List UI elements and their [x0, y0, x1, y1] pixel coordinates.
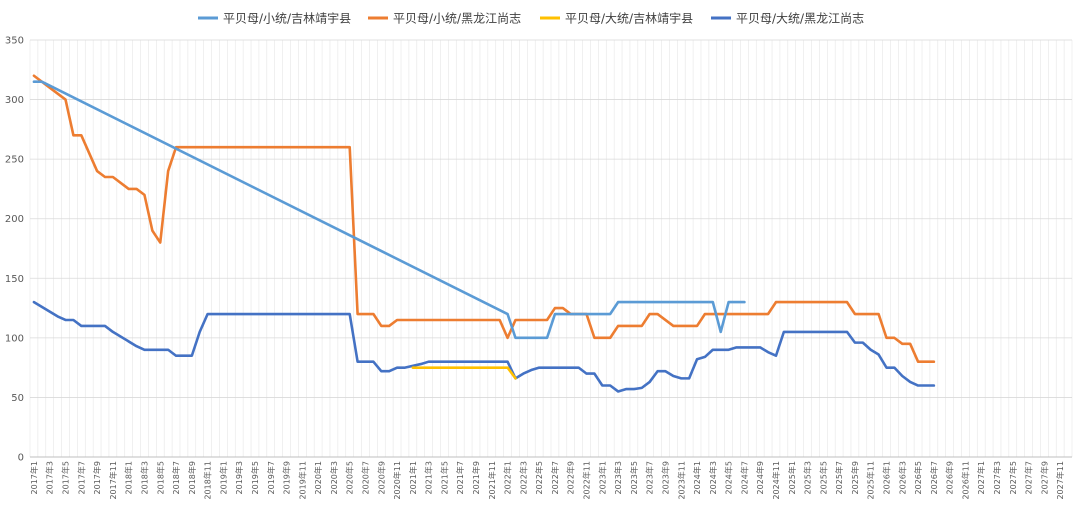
x-tick-label: 2023年5 [629, 461, 639, 494]
legend: 平贝母/小统/吉林靖宇县 平贝母/小统/黑龙江尚志 平贝母/大统/吉林靖宇县 平贝母/… [198, 12, 864, 26]
x-tick-label: 2019年1 [218, 461, 228, 494]
x-tick-label: 2021年5 [439, 461, 449, 494]
x-tick-label: 2024年11 [771, 461, 781, 500]
x-tick-label: 2025年11 [866, 461, 876, 500]
x-tick-label: 2020年9 [376, 461, 386, 494]
x-tick-label: 2026年3 [897, 461, 907, 494]
x-tick-label: 2025年1 [787, 461, 797, 494]
x-tick-label: 2020年3 [329, 461, 339, 494]
x-tick-label: 2019年11 [297, 461, 307, 500]
x-tick-label: 2018年11 [203, 461, 213, 500]
x-tick-label: 2020年5 [345, 461, 355, 494]
x-tick-label: 2026年7 [929, 461, 939, 494]
x-tick-label: 2024年9 [755, 461, 765, 494]
x-tick-label: 2026年5 [913, 461, 923, 494]
legend-label: 平贝母/小统/黑龙江尚志 [393, 12, 521, 26]
x-tick-label: 2020年1 [313, 461, 323, 494]
x-tick-label: 2018年3 [139, 461, 149, 494]
x-tick-label: 2024年1 [692, 461, 702, 494]
x-tick-label: 2024年3 [708, 461, 718, 494]
x-tick-label: 2020年7 [360, 461, 370, 494]
x-tick-label: 2017年5 [61, 461, 71, 494]
gridlines [29, 39, 1073, 458]
y-tick-label: 300 [5, 95, 24, 106]
x-tick-label: 2025年7 [834, 461, 844, 494]
x-tick-label: 2026年9 [945, 461, 955, 494]
x-tick-label: 2017年11 [108, 461, 118, 500]
x-tick-label: 2021年1 [408, 461, 418, 494]
x-tick-label: 2027年5 [1008, 461, 1018, 494]
x-tick-label: 2027年7 [1024, 461, 1034, 494]
x-tick-label: 2019年5 [250, 461, 260, 494]
x-tick-label: 2021年7 [455, 461, 465, 494]
x-tick-label: 2019年9 [282, 461, 292, 494]
x-tick-label: 2024年5 [724, 461, 734, 494]
x-tick-label: 2025年5 [818, 461, 828, 494]
x-tick-label: 2019年3 [234, 461, 244, 494]
x-tick-label: 2026年1 [881, 461, 891, 494]
x-tick-label: 2027年9 [1039, 461, 1049, 494]
y-tick-label: 0 [18, 453, 24, 464]
x-tick-label: 2023年3 [613, 461, 623, 494]
x-tick-label: 2021年9 [471, 461, 481, 494]
legend-label: 平贝母/大统/黑龙江尚志 [736, 12, 864, 26]
y-tick-label: 200 [5, 214, 24, 225]
x-tick-label: 2022年9 [566, 461, 576, 494]
x-tick-label: 2017年3 [45, 461, 55, 494]
series-line [32, 80, 746, 340]
x-tick-label: 2022年5 [534, 461, 544, 494]
x-tick-label: 2027年1 [976, 461, 986, 494]
x-tick-label: 2023年1 [597, 461, 607, 494]
y-tick-label: 150 [5, 274, 24, 285]
series-line [32, 300, 936, 393]
y-tick-label: 250 [5, 155, 24, 166]
x-tick-label: 2027年11 [1055, 461, 1065, 500]
legend-label: 平贝母/小统/吉林靖宇县 [223, 12, 351, 26]
x-tick-label: 2018年1 [124, 461, 134, 494]
x-tick-label: 2018年9 [187, 461, 197, 494]
series-lines [32, 74, 936, 393]
x-tick-label: 2017年7 [76, 461, 86, 494]
x-tick-label: 2021年3 [424, 461, 434, 494]
x-tick-label: 2017年1 [29, 461, 39, 494]
x-tick-label: 2017年9 [92, 461, 102, 494]
axes: 0 50 100 150 200 250 300 350 2017年1 2017年3 2017年5 2… [5, 36, 1072, 500]
x-tick-label: 2023年11 [676, 461, 686, 500]
x-tick-label: 2021年11 [487, 461, 497, 500]
x-tick-label: 2022年3 [518, 461, 528, 494]
series-line [32, 74, 936, 363]
legend-label: 平贝母/大统/吉林靖宇县 [565, 12, 693, 26]
series-line [411, 366, 517, 380]
x-tick-label: 2026年11 [960, 461, 970, 500]
x-tick-label: 2018年7 [171, 461, 181, 494]
y-tick-label: 350 [5, 36, 24, 47]
x-tick-label: 2022年1 [503, 461, 513, 494]
x-tick-label: 2019年7 [266, 461, 276, 494]
x-tick-label: 2022年7 [550, 461, 560, 494]
x-tick-label: 2023年9 [660, 461, 670, 494]
x-tick-label: 2020年11 [392, 461, 402, 500]
x-tick-label: 2025年9 [850, 461, 860, 494]
x-tick-label: 2022年11 [582, 461, 592, 500]
x-tick-label: 2025年3 [803, 461, 813, 494]
y-tick-label: 100 [5, 333, 24, 344]
x-tick-label: 2024年7 [739, 461, 749, 494]
x-tick-label: 2018年5 [155, 461, 165, 494]
x-tick-label: 2023年7 [645, 461, 655, 494]
y-tick-label: 50 [11, 393, 24, 404]
x-tick-label: 2027年3 [992, 461, 1002, 494]
